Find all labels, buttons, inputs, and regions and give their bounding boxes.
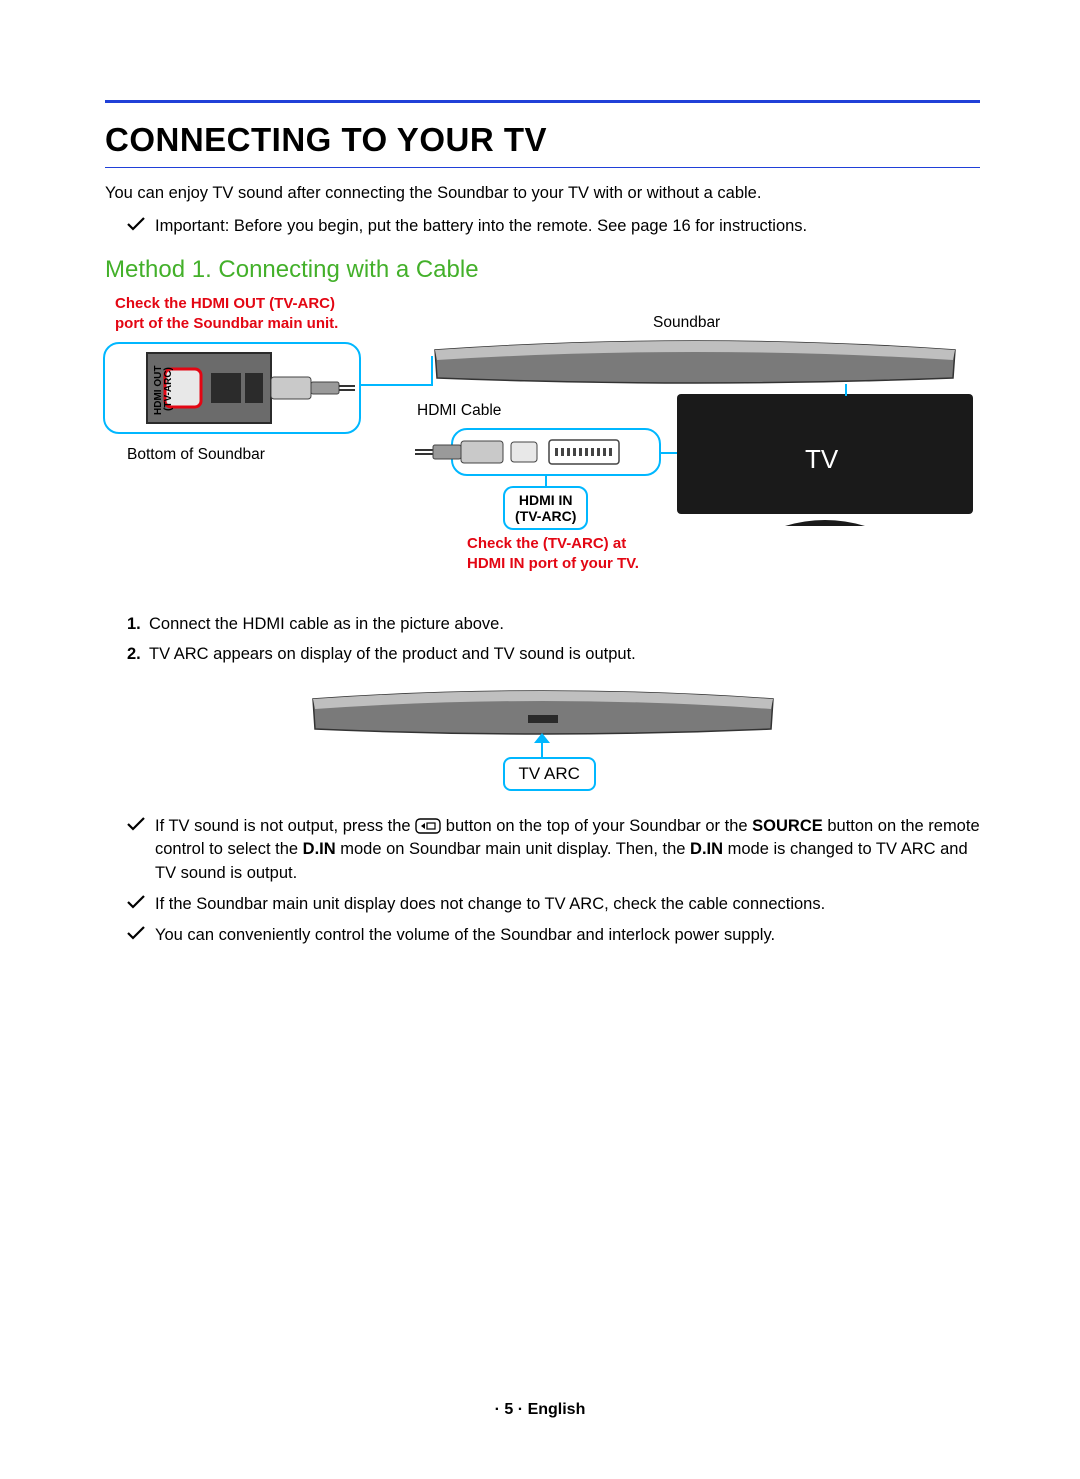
hdmi-in-port-label: HDMI IN (TV-ARC) <box>503 486 588 530</box>
tvarc-diagram: TV ARC <box>303 683 783 793</box>
intro-text: You can enjoy TV sound after connecting … <box>105 182 980 205</box>
page-footer: · 5 · English <box>0 1401 1080 1419</box>
check-icon <box>127 895 145 909</box>
bottom-soundbar-label: Bottom of Soundbar <box>127 446 265 464</box>
hdmi-out-note: Check the HDMI OUT (TV-ARC) port of the … <box>115 294 338 333</box>
check-icon <box>127 817 145 831</box>
arrow-up-icon <box>534 733 550 743</box>
steps-list: 1.Connect the HDMI cable as in the pictu… <box>105 612 980 667</box>
step-2: 2.TV ARC appears on display of the produ… <box>127 642 980 668</box>
important-text: Important: Before you begin, put the bat… <box>155 215 807 238</box>
top-rule <box>105 100 980 103</box>
note-3: You can conveniently control the volume … <box>105 924 980 947</box>
note-2: If the Soundbar main unit display does n… <box>105 893 980 916</box>
method-heading: Method 1. Connecting with a Cable <box>105 256 980 284</box>
note-1: If TV sound is not output, press the but… <box>105 815 980 884</box>
check-icon <box>127 217 145 231</box>
soundbar-label: Soundbar <box>653 314 720 332</box>
soundbar-illustration <box>425 332 965 388</box>
svg-text:(TV-ARC): (TV-ARC) <box>163 367 174 411</box>
tv-label: TV <box>805 444 838 475</box>
note-2-text: If the Soundbar main unit display does n… <box>155 893 825 916</box>
step-1: 1.Connect the HDMI cable as in the pictu… <box>127 612 980 638</box>
hdmi-cable-label: HDMI Cable <box>417 402 501 420</box>
tvarc-note: Check the (TV-ARC) at HDMI IN port of yo… <box>467 534 639 573</box>
note-1-text: If TV sound is not output, press the but… <box>155 815 980 884</box>
soundbar-port-panel: HDMI OUT (TV-ARC) <box>111 349 355 427</box>
check-icon <box>127 926 145 940</box>
tv-stand <box>785 514 865 528</box>
source-button-icon <box>415 818 441 834</box>
tvarc-label-box: TV ARC <box>503 757 596 791</box>
hdmi-plug-arc <box>415 434 665 470</box>
important-note: Important: Before you begin, put the bat… <box>105 215 980 238</box>
connection-diagram: Check the HDMI OUT (TV-ARC) port of the … <box>105 294 975 594</box>
page-title: CONNECTING TO YOUR TV <box>105 121 980 168</box>
note-3-text: You can conveniently control the volume … <box>155 924 775 947</box>
